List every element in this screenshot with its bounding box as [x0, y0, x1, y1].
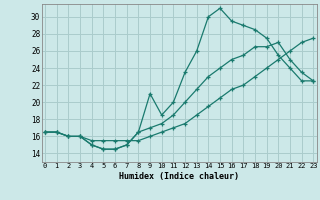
- X-axis label: Humidex (Indice chaleur): Humidex (Indice chaleur): [119, 172, 239, 181]
